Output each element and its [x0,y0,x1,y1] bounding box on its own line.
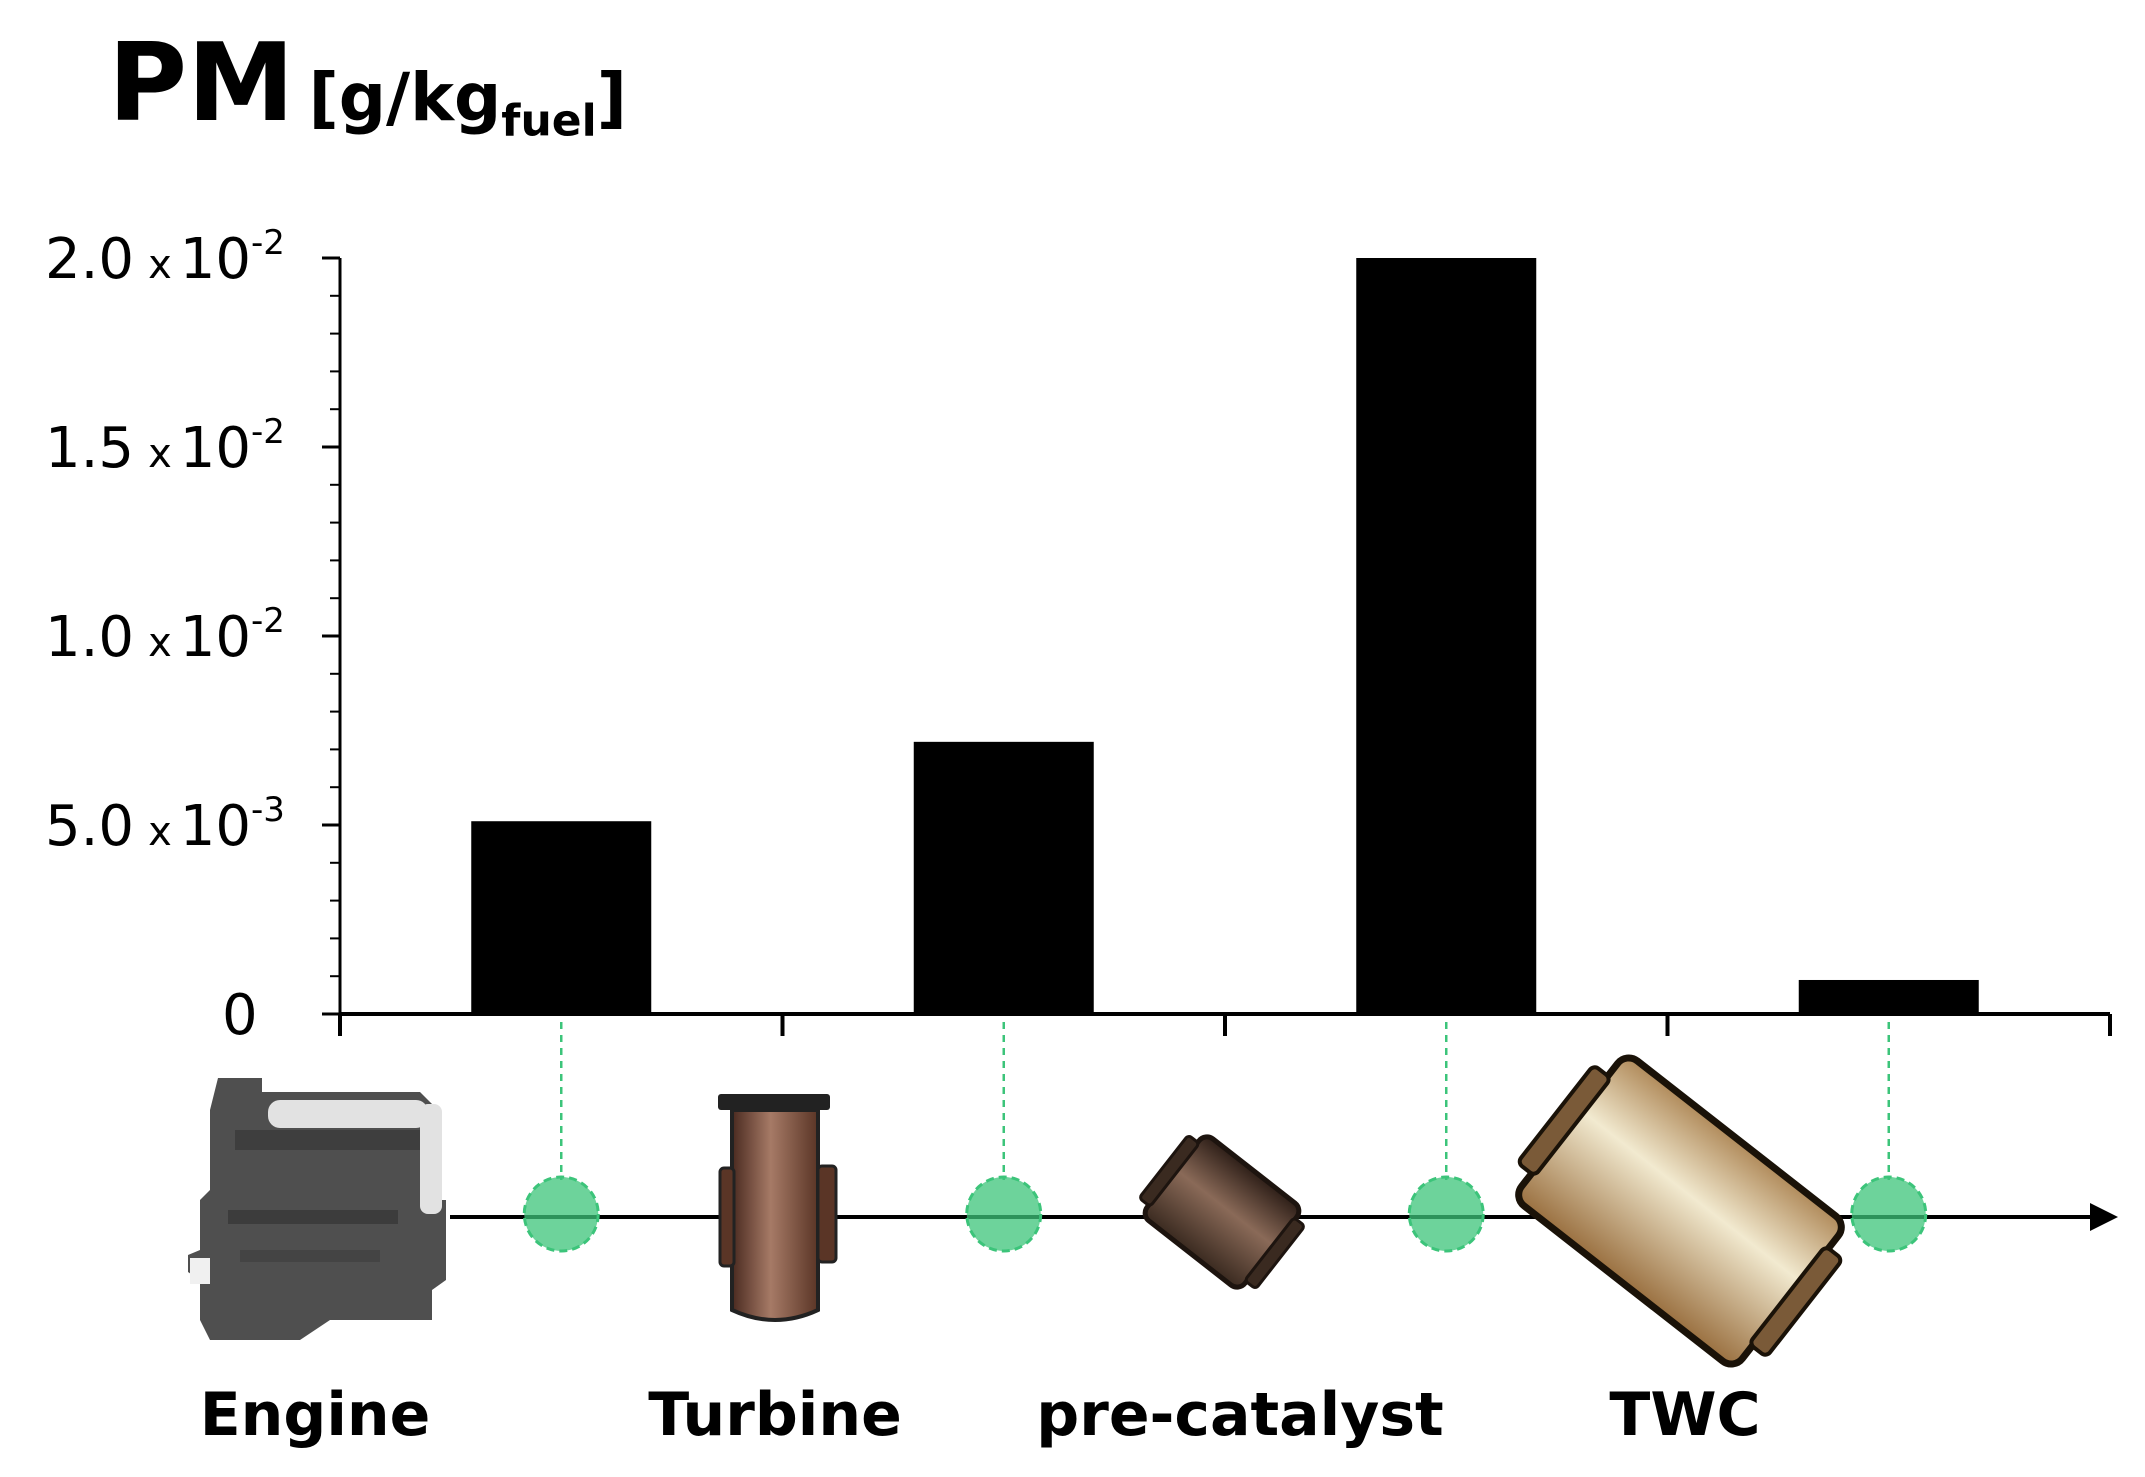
sample-point-icon [1407,1175,1485,1253]
y-tick-mantissa: 2.0 [45,227,134,292]
y-axis: 2.0 x 10-21.5 x 10-21.0 x 10-25.0 x 10-30 [45,223,342,1048]
title-unit-sub: fuel [501,95,597,147]
y-tick-mult: x [148,431,172,477]
stage-label-turbine: Turbine [648,1380,902,1450]
bars [471,258,1979,1014]
bar-engine [471,821,652,1014]
stage-label-pre-catalyst: pre-catalyst [1036,1380,1443,1450]
y-tick-mult: x [148,620,172,666]
y-tick-mult: x [148,809,172,855]
y-tick-exponent: -2 [251,601,285,641]
title-unit-close: ] [596,59,627,136]
y-tick-mult: x [148,242,172,288]
stage-label-twc: TWC [1609,1380,1760,1450]
twc-icon [1515,1054,1845,1368]
y-tick-label: 5.0 x 10-3 [45,790,285,859]
y-tick-base: 10 [180,416,251,481]
y-tick-exponent: -2 [251,412,285,452]
flow-arrow-icon [2090,1203,2118,1231]
title-unit-open: [g/kg [308,59,502,136]
y-tick-base: 10 [180,794,251,859]
sample-point-icon [965,1175,1043,1253]
sample-point-icon [522,1175,600,1253]
title-unit: [g/kgfuel] [308,59,627,143]
y-tick-label: 1.0 x 10-2 [45,601,285,670]
y-tick-exponent: -2 [251,223,285,263]
sample-point-icon [1850,1175,1928,1253]
y-tick-mantissa: 1.5 [45,416,134,481]
bar-pre-catalyst [1356,258,1537,1014]
title-main: PM [108,21,295,146]
stage-label-engine: Engine [200,1380,431,1450]
pre-catalyst-icon [1139,1134,1305,1290]
chart-title: PM [g/kgfuel] [108,30,627,143]
sample-points [522,1022,1928,1253]
y-tick-label: 0 [222,983,258,1048]
stage-labels: Engine Turbine pre-catalyst TWC [200,1380,1761,1450]
x-axis [338,1012,2112,1036]
y-tick-mantissa: 0 [222,983,258,1048]
y-tick-base: 10 [180,605,251,670]
y-tick-label: 2.0 x 10-2 [45,223,285,292]
bar-twc [1798,979,1979,1014]
y-tick-exponent: -3 [251,790,285,830]
engine-icon [188,1078,446,1340]
y-tick-mantissa: 5.0 [45,794,134,859]
y-tick-mantissa: 1.0 [45,605,134,670]
bar-turbine [913,741,1094,1014]
y-tick-base: 10 [180,227,251,292]
turbine-icon [718,1094,838,1322]
y-tick-label: 1.5 x 10-2 [45,412,285,481]
